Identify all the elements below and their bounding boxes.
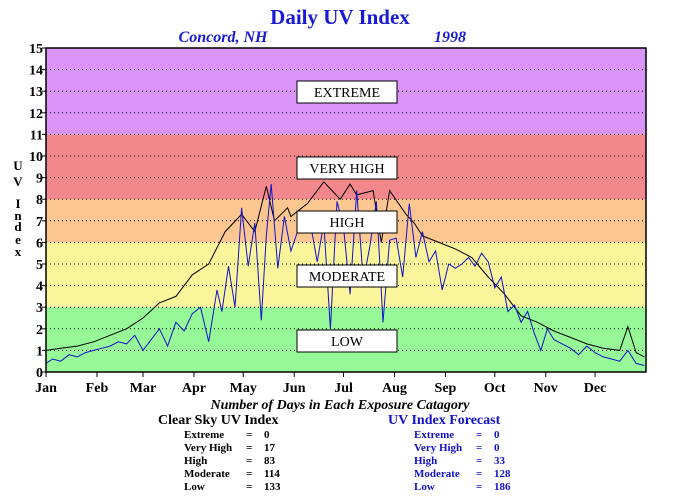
plot-frame bbox=[45, 47, 647, 373]
row-value: 128 bbox=[494, 468, 511, 480]
row-label: High bbox=[184, 455, 208, 467]
y-tick-label: 10 bbox=[29, 150, 43, 165]
y-tick-label: 4 bbox=[36, 280, 43, 295]
table-row: Moderate = 128 bbox=[414, 468, 511, 480]
x-tick-label: Mar bbox=[130, 381, 156, 396]
y-tick-label: 8 bbox=[36, 193, 43, 208]
y-axis-label-letter: V bbox=[13, 174, 23, 189]
y-tick-label: 0 bbox=[36, 366, 43, 381]
x-tick-label: Aug bbox=[382, 381, 407, 396]
row-label: Low bbox=[184, 481, 205, 493]
y-tick-label: 14 bbox=[29, 64, 43, 79]
row-label: High bbox=[414, 455, 438, 467]
x-tick-label: Apr bbox=[182, 381, 206, 396]
row-value: 33 bbox=[494, 455, 505, 467]
y-axis-label-letter: U bbox=[13, 158, 23, 173]
y-tick-label: 2 bbox=[36, 323, 43, 338]
clear-sky-counts: Extreme = 0 Very High = 17 High = 83 Moderate =… bbox=[184, 429, 281, 494]
clear-sky-summary-title: Clear Sky UV Index bbox=[158, 413, 279, 428]
x-tick-label: Dec bbox=[584, 381, 607, 396]
row-label: Low bbox=[414, 481, 435, 493]
zone-label-very-high: VERY HIGH bbox=[309, 162, 384, 177]
zone-label-box-very-high bbox=[296, 156, 398, 180]
y-tick-label: 5 bbox=[36, 258, 43, 273]
x-tick-label: Oct bbox=[484, 381, 506, 396]
y-axis-label-letter: e bbox=[15, 232, 21, 247]
forecast-summary-title: UV Index Forecast bbox=[388, 413, 501, 428]
x-axis-ticks: Jan Feb Mar Apr May Jun Jul Aug Sep Oct Nov Dec bbox=[35, 372, 606, 396]
row-label: Moderate bbox=[184, 468, 230, 480]
table-row: Low = 186 bbox=[414, 481, 511, 493]
row-value: 133 bbox=[264, 481, 281, 493]
series-line-forecast bbox=[45, 184, 645, 366]
row-label: Extreme bbox=[184, 429, 225, 441]
chart-location: Concord, NH bbox=[179, 29, 268, 46]
x-tick-label: Jul bbox=[334, 381, 353, 396]
series-line-clear-sky bbox=[45, 181, 645, 358]
row-label: Moderate bbox=[414, 468, 460, 480]
y-tick-label: 13 bbox=[29, 85, 43, 100]
chart-title: Daily UV Index bbox=[270, 5, 410, 29]
zone-label-extreme: EXTREME bbox=[314, 86, 380, 101]
y-tick-label: 12 bbox=[29, 107, 43, 122]
table-row: Moderate = 114 bbox=[184, 468, 280, 480]
table-row: Extreme = 0 bbox=[414, 429, 511, 442]
zone-label-moderate: MODERATE bbox=[309, 270, 385, 285]
y-axis-label-letter: I bbox=[15, 196, 20, 211]
x-tick-label: May bbox=[230, 381, 257, 396]
table-row: Extreme = 0 bbox=[184, 429, 281, 442]
zone-labels: LOW MODERATE HIGH VERY HIGH EXTREME bbox=[296, 80, 398, 353]
uv-chart: Daily UV Index Concord, NH 1998 LOW MODER… bbox=[13, 5, 647, 396]
y-axis-label-letter: x bbox=[15, 244, 22, 259]
row-value: 0 bbox=[264, 429, 270, 441]
zone-label-box-moderate bbox=[296, 264, 398, 288]
table-row: Low = 133 bbox=[184, 481, 281, 493]
chart-year: 1998 bbox=[434, 29, 466, 46]
row-value: 114 bbox=[264, 468, 280, 480]
y-axis-label-letter: d bbox=[14, 219, 22, 234]
table-row: Very High = 0 bbox=[414, 442, 511, 455]
row-value: 186 bbox=[494, 481, 511, 493]
zone-label-low: LOW bbox=[331, 335, 364, 350]
row-label: Very High bbox=[184, 442, 233, 454]
y-tick-label: 11 bbox=[30, 128, 43, 143]
x-tick-label: Feb bbox=[86, 381, 109, 396]
zone-label-box-low bbox=[296, 329, 398, 353]
x-tick-label: Nov bbox=[534, 381, 558, 396]
y-axis-label-letter: n bbox=[14, 208, 22, 223]
row-value: 17 bbox=[264, 442, 275, 454]
series-layer bbox=[45, 181, 645, 366]
counts-heading: Number of Days in Each Exposure Catagory bbox=[210, 398, 470, 413]
zone-label-high: HIGH bbox=[330, 216, 365, 231]
y-tick-label: 15 bbox=[29, 42, 43, 57]
row-label: Extreme bbox=[414, 429, 455, 441]
y-tick-label: 6 bbox=[36, 236, 43, 251]
table-row: High = 33 bbox=[414, 455, 511, 468]
table-row: High = 83 bbox=[184, 455, 281, 468]
x-tick-label: Sep bbox=[435, 381, 457, 396]
row-value: 0 bbox=[494, 442, 500, 454]
x-tick-label: Jan bbox=[35, 381, 57, 396]
forecast-summary: UV Index Forecast Extreme = 0 Very High = 0 … bbox=[388, 413, 511, 494]
x-tick-label: Jun bbox=[283, 381, 306, 396]
zone-label-box-high bbox=[296, 210, 398, 234]
row-value: 0 bbox=[494, 429, 500, 441]
table-row: Very High = 17 bbox=[184, 442, 281, 455]
y-tick-label: 7 bbox=[36, 215, 43, 230]
y-tick-label: 9 bbox=[36, 172, 43, 187]
y-tick-label: 1 bbox=[36, 344, 43, 359]
clear-sky-summary: Clear Sky UV Index Extreme = 0 Very High = 1… bbox=[158, 413, 281, 494]
row-label: Very High bbox=[414, 442, 463, 454]
forecast-counts: Extreme = 0 Very High = 0 High = 33 Moderate = 1… bbox=[414, 429, 511, 494]
row-value: 83 bbox=[264, 455, 275, 467]
zone-label-box-extreme bbox=[296, 80, 398, 104]
y-tick-label: 3 bbox=[36, 301, 43, 316]
grid-lines bbox=[46, 69, 646, 351]
